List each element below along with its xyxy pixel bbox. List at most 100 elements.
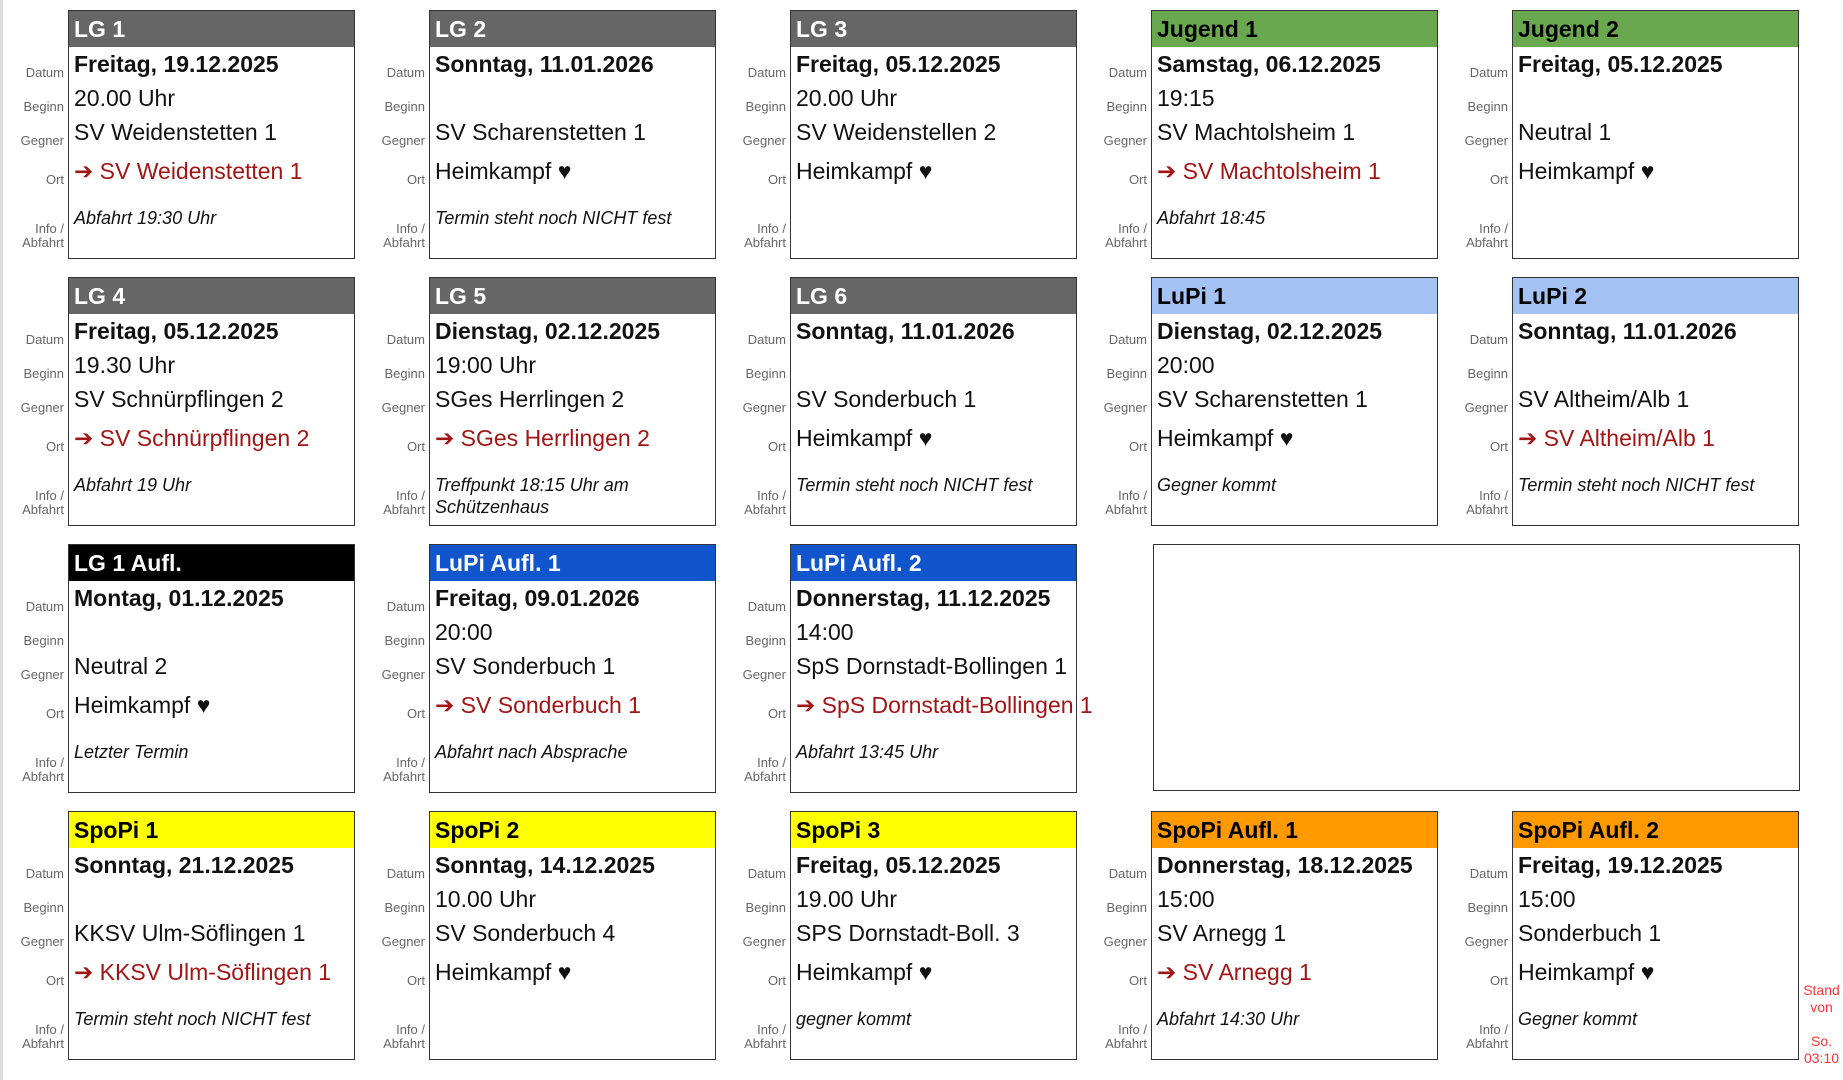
- label-info: Info / Abfahrt: [22, 222, 64, 250]
- match-start: 20.00 Uhr: [74, 85, 176, 111]
- match-opponent: Neutral 1: [1518, 119, 1612, 145]
- label-ort: Ort: [406, 706, 425, 721]
- match-info: Abfahrt 13:45 Uhr: [796, 742, 939, 762]
- label-gegner: Gegner: [1103, 133, 1147, 148]
- team-title: LG 2: [430, 11, 715, 47]
- stand-line: 03:10: [1803, 1050, 1840, 1066]
- label-gegner: Gegner: [742, 133, 786, 148]
- match-location: ➔ KKSV Ulm-Söflingen 1: [74, 959, 332, 985]
- match-location: ➔ SV Sonderbuch 1: [435, 692, 641, 718]
- label-datum: Datum: [1108, 866, 1147, 881]
- label-info-line: Abfahrt: [22, 502, 64, 517]
- match-info: Abfahrt 19 Uhr: [74, 475, 192, 495]
- label-gegner: Gegner: [1464, 934, 1508, 949]
- team-slot: Datum Beginn Gegner Ort Info / Abfahrt SpoPi …: [0, 811, 355, 1060]
- team-slot: Datum Beginn Gegner Ort Info / Abfahrt SpoPi …: [361, 811, 716, 1060]
- match-location: ➔ SV Altheim/Alb 1: [1518, 425, 1715, 451]
- label-gegner: Gegner: [1103, 400, 1147, 415]
- team-title: SpoPi 1: [69, 812, 354, 848]
- row-labels: Datum Beginn Gegner Ort Info / Abfahrt: [722, 544, 786, 793]
- team-slot: Datum Beginn Gegner Ort Info / Abfahrt SpoPi …: [1083, 811, 1438, 1060]
- match-date: Sonntag, 11.01.2026: [435, 51, 654, 77]
- label-ort: Ort: [45, 706, 64, 721]
- label-ort: Ort: [767, 172, 786, 187]
- match-info: Termin steht noch NICHT fest: [1518, 475, 1755, 495]
- row-labels: Datum Beginn Gegner Ort Info / Abfahrt: [1083, 811, 1147, 1060]
- label-beginn: Beginn: [745, 633, 786, 648]
- label-info-line: Info /: [35, 755, 64, 770]
- label-beginn: Beginn: [745, 900, 786, 915]
- label-datum: Datum: [386, 866, 425, 881]
- label-beginn: Beginn: [745, 99, 786, 114]
- left-edge-divider: [0, 0, 3, 1080]
- label-datum: Datum: [386, 65, 425, 80]
- match-card: LG 1 Aufl. Montag, 01.12.2025 Neutral 2 …: [68, 544, 355, 793]
- match-opponent: SV Sonderbuch 4: [435, 920, 616, 946]
- match-location: Heimkampf ♥: [796, 425, 933, 451]
- label-info-line: Info /: [1118, 221, 1147, 236]
- match-date: Donnerstag, 11.12.2025: [796, 585, 1051, 611]
- label-datum: Datum: [25, 866, 64, 881]
- label-info: Info / Abfahrt: [1105, 1023, 1147, 1051]
- match-card: LG 6 Sonntag, 11.01.2026 SV Sonderbuch 1…: [790, 277, 1077, 526]
- match-opponent: SV Weidenstetten 1: [74, 119, 277, 145]
- label-beginn: Beginn: [23, 633, 64, 648]
- label-gegner: Gegner: [1464, 400, 1508, 415]
- team-title: LG 1 Aufl.: [69, 545, 354, 581]
- match-info: gegner kommt: [796, 1009, 912, 1029]
- label-info-line: Abfahrt: [383, 769, 425, 784]
- label-gegner: Gegner: [20, 400, 64, 415]
- match-info: Abfahrt 14:30 Uhr: [1157, 1009, 1300, 1029]
- team-title: LuPi Aufl. 1: [430, 545, 715, 581]
- label-datum: Datum: [747, 332, 786, 347]
- match-card: LG 2 Sonntag, 11.01.2026 SV Scharenstett…: [429, 10, 716, 259]
- match-info: Treffpunkt 18:15 Uhr am Schützenhaus: [435, 475, 629, 517]
- label-info-line: Info /: [1479, 221, 1508, 236]
- match-location: ➔ SV Arnegg 1: [1157, 959, 1312, 985]
- row-labels: Datum Beginn Gegner Ort Info / Abfahrt: [1444, 10, 1508, 259]
- stand-timestamp: Stand von So. 03:10: [1800, 982, 1843, 1067]
- label-info: Info / Abfahrt: [22, 1023, 64, 1051]
- label-gegner: Gegner: [381, 133, 425, 148]
- team-title: LuPi 1: [1152, 278, 1437, 314]
- match-card: Jugend 1 Samstag, 06.12.2025 19:15 SV Ma…: [1151, 10, 1438, 259]
- row-labels: Datum Beginn Gegner Ort Info / Abfahrt: [361, 277, 425, 526]
- match-card: SpoPi Aufl. 2 Freitag, 19.12.2025 15:00 …: [1512, 811, 1799, 1060]
- match-date: Sonntag, 11.01.2026: [796, 318, 1015, 344]
- match-opponent: SPS Dornstadt-Boll. 3: [796, 920, 1020, 946]
- label-info-line: Abfahrt: [22, 235, 64, 250]
- team-slot: Datum Beginn Gegner Ort Info / Abfahrt SpoPi …: [1444, 811, 1799, 1060]
- team-title: SpoPi 2: [430, 812, 715, 848]
- label-info: Info / Abfahrt: [1466, 1023, 1508, 1051]
- match-date: Freitag, 19.12.2025: [1518, 852, 1723, 878]
- label-ort: Ort: [406, 439, 425, 454]
- match-card: SpoPi 3 Freitag, 05.12.2025 19.00 Uhr SP…: [790, 811, 1077, 1060]
- label-info: Info / Abfahrt: [1105, 222, 1147, 250]
- label-info-line: Info /: [396, 755, 425, 770]
- match-card: LG 3 Freitag, 05.12.2025 20.00 Uhr SV We…: [790, 10, 1077, 259]
- match-opponent: SV Sonderbuch 1: [435, 653, 616, 679]
- match-date: Sonntag, 14.12.2025: [435, 852, 655, 878]
- label-ort: Ort: [767, 973, 786, 988]
- label-info-line: Abfahrt: [1466, 1036, 1508, 1051]
- label-info: Info / Abfahrt: [744, 222, 786, 250]
- label-info: Info / Abfahrt: [22, 489, 64, 517]
- row-labels: Datum Beginn Gegner Ort Info / Abfahrt: [722, 811, 786, 1060]
- match-location: Heimkampf ♥: [1518, 959, 1655, 985]
- match-location: Heimkampf ♥: [796, 158, 933, 184]
- row-labels: Datum Beginn Gegner Ort Info / Abfahrt: [361, 544, 425, 793]
- match-date: Sonntag, 21.12.2025: [74, 852, 294, 878]
- match-date: Freitag, 05.12.2025: [74, 318, 279, 344]
- label-beginn: Beginn: [745, 366, 786, 381]
- match-date: Freitag, 09.01.2026: [435, 585, 640, 611]
- label-gegner: Gegner: [381, 934, 425, 949]
- label-datum: Datum: [747, 599, 786, 614]
- label-beginn: Beginn: [23, 366, 64, 381]
- label-gegner: Gegner: [20, 667, 64, 682]
- match-info: Termin steht noch NICHT fest: [435, 208, 672, 228]
- label-gegner: Gegner: [20, 133, 64, 148]
- label-info-line: Info /: [757, 1022, 786, 1037]
- row-labels: Datum Beginn Gegner Ort Info / Abfahrt: [1083, 10, 1147, 259]
- label-info-line: Abfahrt: [383, 502, 425, 517]
- label-info: Info / Abfahrt: [383, 1023, 425, 1051]
